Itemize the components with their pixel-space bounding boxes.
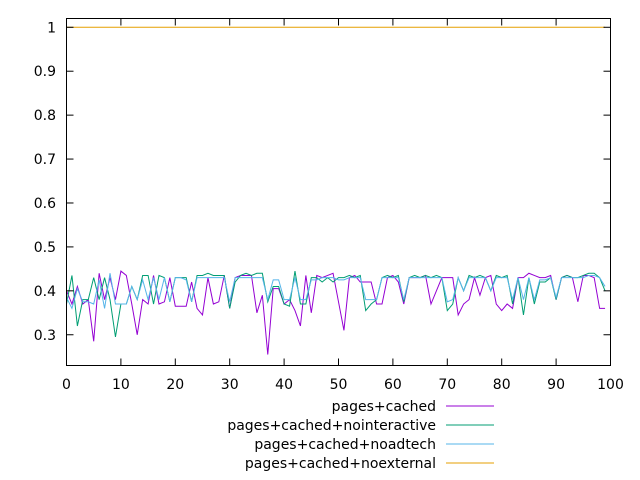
y-tick-label: 0.6: [34, 196, 56, 212]
y-tick-label: 0.9: [34, 64, 56, 80]
x-tick-label: 70: [438, 377, 456, 393]
y-tick-label: 0.4: [34, 284, 56, 300]
y-tick-label: 0.8: [34, 108, 56, 124]
x-tick-label: 90: [547, 377, 565, 393]
y-tick-label: 0.5: [34, 240, 56, 256]
plot-frame: [66, 18, 611, 366]
legend: pages+cached pages+cached+nointeractive pa…: [227, 399, 494, 472]
x-tick-label: 40: [275, 377, 293, 393]
tick-layer: 0 10 20 30 40 50 60 70 80 90 100 0.3 0.4 0.5 0.6 0.7 0.8…: [34, 18, 624, 393]
x-tick-label: 30: [221, 377, 239, 393]
x-tick-label: 50: [330, 377, 348, 393]
x-tick-label: 10: [112, 377, 130, 393]
legend-label: pages+cached+nointeractive: [227, 418, 436, 434]
x-tick-label: 20: [166, 377, 184, 393]
legend-label: pages+cached+noadtech: [254, 437, 436, 453]
x-tick-label: 80: [493, 377, 511, 393]
x-tick-label: 100: [597, 377, 624, 393]
legend-label: pages+cached+noexternal: [245, 456, 436, 472]
x-tick-label: 60: [384, 377, 402, 393]
series-line-2: [66, 270, 606, 338]
x-tick-label: 0: [62, 377, 71, 393]
series-layer: [66, 26, 606, 355]
y-tick-label: 0.3: [34, 328, 56, 344]
y-tick-label: 0.7: [34, 152, 56, 168]
y-tick-label: 1: [47, 20, 56, 36]
series-line-3: [66, 273, 606, 310]
legend-label: pages+cached: [332, 399, 436, 415]
